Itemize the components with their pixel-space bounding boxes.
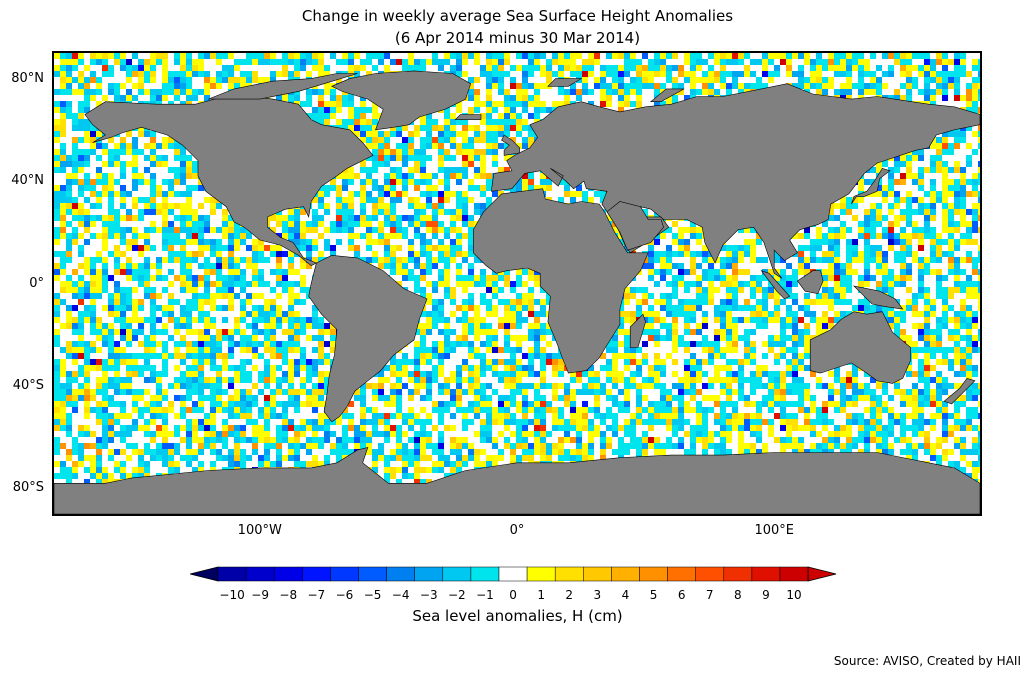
land-africa	[472, 188, 649, 374]
colorbar-segment	[358, 566, 387, 582]
chart-title: Change in weekly average Sea Surface Hei…	[301, 7, 734, 25]
land-north-america	[84, 93, 374, 266]
colorbar-segment	[330, 566, 359, 582]
land-uk	[501, 134, 520, 156]
colorbar-segment	[695, 566, 725, 582]
land-new-zealand	[943, 377, 976, 405]
land-japan	[851, 167, 891, 205]
colorbar-tick-label: 6	[677, 588, 686, 602]
colorbar-tick-label: 10	[786, 588, 802, 602]
land-arabia	[606, 201, 664, 251]
colorbar-tick-label: 3	[593, 588, 602, 602]
colorbar-segment	[498, 566, 528, 582]
colorbar-segment	[639, 566, 668, 582]
colorbar-segment	[245, 566, 275, 582]
colorbar-segment	[526, 566, 556, 582]
colorbar-tick-label: −10	[219, 588, 245, 602]
colorbar-segment	[302, 566, 331, 582]
map-frame	[52, 51, 982, 516]
colorbar-segment	[442, 566, 472, 582]
colorbar-tick-label: 9	[762, 588, 770, 602]
colorbar-segment	[611, 566, 640, 582]
colorbar-tick-label: 2	[565, 588, 574, 602]
land-greenland	[331, 70, 472, 131]
land-australia	[809, 311, 911, 384]
lon-label: 100°W	[237, 523, 282, 538]
colorbar-segment	[386, 566, 415, 582]
colorbar-tick-label: 4	[621, 588, 630, 602]
colorbar-tick-label: −3	[419, 588, 438, 602]
colorbar-segment	[414, 566, 444, 582]
land-masses	[54, 70, 980, 514]
land-madagascar	[629, 313, 646, 348]
land-sumatra	[760, 270, 791, 300]
colorbar-tick-label: −8	[279, 588, 298, 602]
colorbar-segment	[217, 566, 247, 582]
colorbar-tick-label: −6	[335, 588, 354, 602]
colorbar-tick-label: 8	[734, 588, 742, 602]
colorbar-tick-label: 0	[509, 588, 517, 602]
land-new-guinea	[853, 285, 904, 310]
lat-label: 0°	[29, 275, 44, 291]
lat-label: 80°S	[12, 480, 44, 496]
source-credit: Source: AVISO, Created by HAII	[833, 654, 1021, 668]
colorbar-tick-label: −5	[363, 588, 382, 602]
colorbar-segment	[554, 566, 584, 582]
colorbar-label: Sea level anomalies, H (cm)	[412, 607, 623, 625]
lon-label: 0°	[509, 523, 525, 538]
colorbar-segment	[723, 566, 753, 582]
lat-label: 40°S	[12, 377, 44, 393]
colorbar-tick-label: 7	[705, 588, 714, 602]
colorbar-tick-label: 1	[537, 588, 545, 602]
colorbar-segment	[751, 566, 781, 582]
lon-label: 100°E	[754, 523, 794, 538]
colorbar-tick-label: 5	[649, 588, 658, 602]
lat-label: 40°N	[11, 173, 44, 189]
land-europe-asia	[490, 83, 980, 279]
colorbar-tick-label: −7	[307, 588, 326, 602]
world-map	[54, 53, 980, 514]
colorbar-under-arrow	[190, 566, 219, 582]
land-south-america	[308, 254, 428, 423]
colorbar-segment	[667, 566, 696, 582]
land-novaya-zemlya	[649, 88, 685, 103]
colorbar-segment	[273, 566, 303, 582]
land-iceland	[454, 114, 482, 120]
colorbar	[190, 566, 837, 582]
colorbar-over-arrow	[807, 566, 837, 582]
chart-subtitle: (6 Apr 2014 minus 30 Mar 2014)	[394, 29, 641, 47]
land-svalbard	[547, 78, 583, 87]
colorbar-tick-label: −1	[476, 588, 494, 602]
land-canadian-arctic	[208, 73, 358, 100]
land-indonesia-borneo	[796, 270, 824, 295]
colorbar-tick-label: −4	[391, 588, 410, 602]
colorbar-segment	[583, 566, 612, 582]
land-antarctica	[54, 446, 980, 514]
colorbar-tick-label: −2	[447, 588, 466, 602]
colorbar-tick-label: −9	[251, 588, 269, 602]
colorbar-segment	[470, 566, 500, 582]
colorbar-segment	[779, 566, 809, 582]
lat-label: 80°N	[11, 70, 44, 86]
